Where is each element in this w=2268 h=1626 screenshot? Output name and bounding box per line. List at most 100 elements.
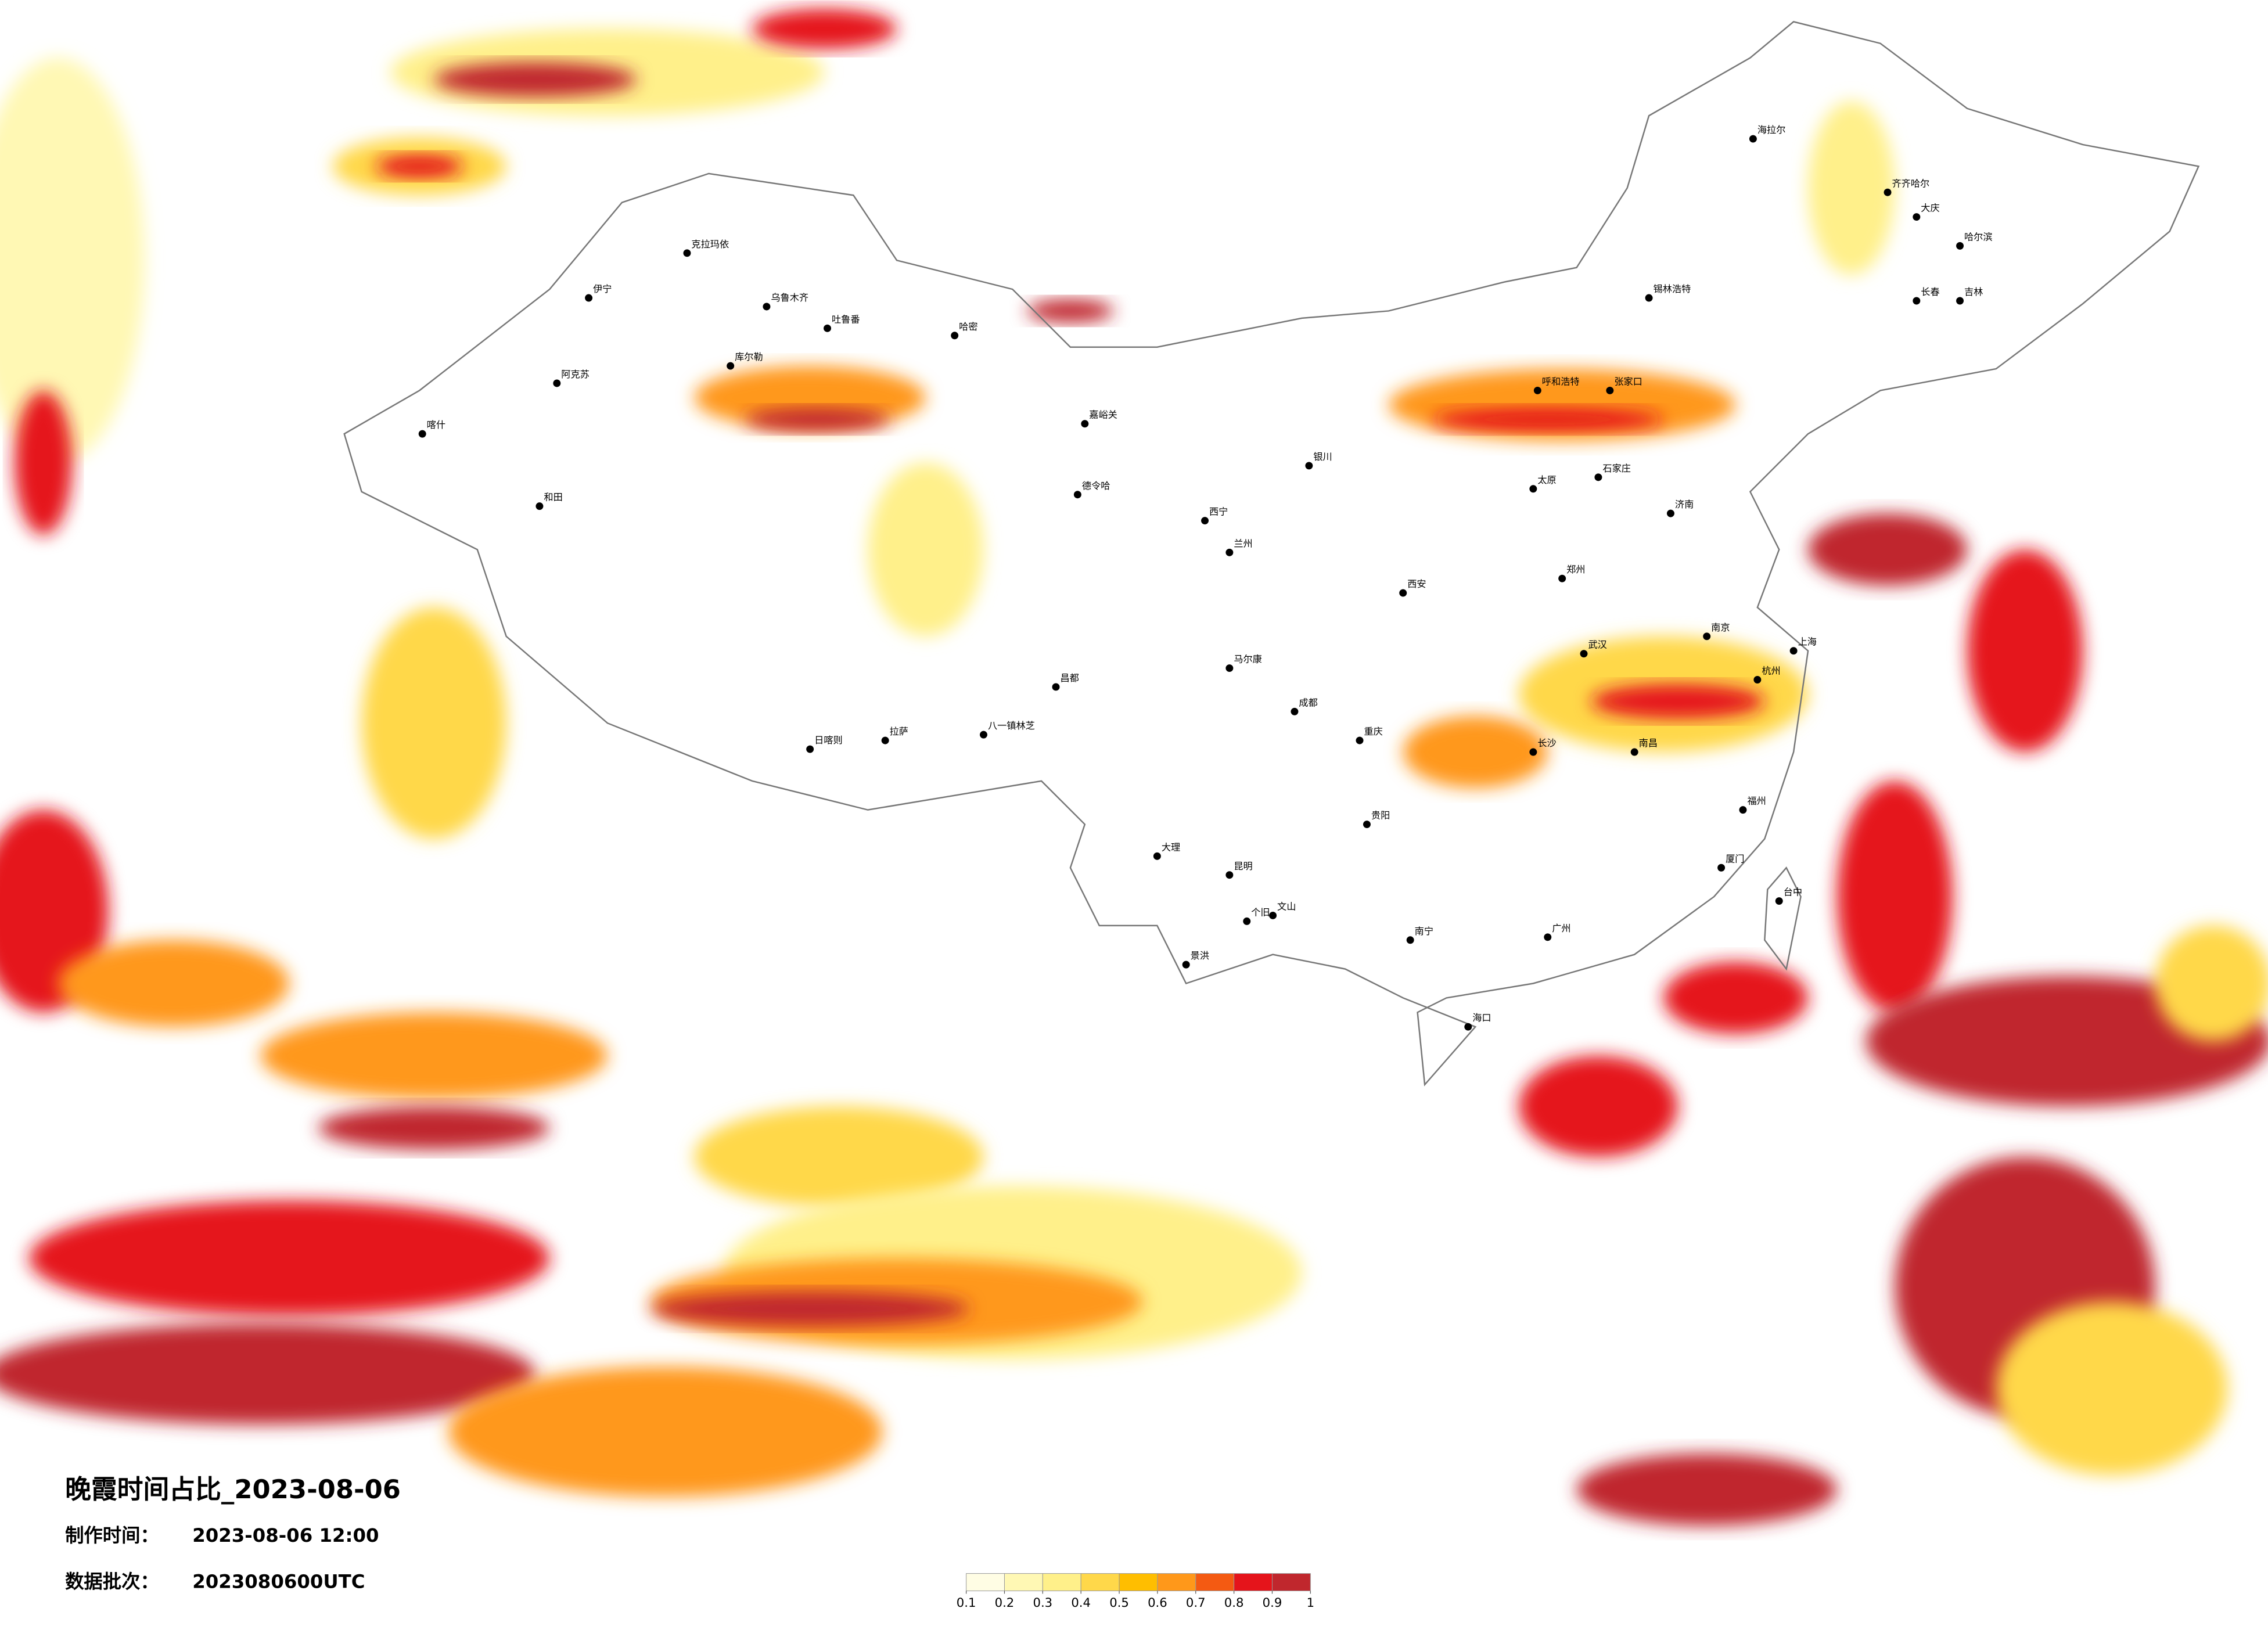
city-label: 海拉尔 — [1757, 124, 1786, 135]
city-label: 库尔勒 — [735, 351, 763, 362]
city-label: 大庆 — [1921, 203, 1939, 214]
city-dot — [1775, 897, 1783, 905]
city-dot — [683, 249, 691, 257]
city-dot — [881, 736, 889, 744]
city-label: 厦门 — [1726, 853, 1744, 864]
city-dot — [1291, 707, 1299, 715]
city-label: 日喀则 — [814, 735, 843, 746]
city-dot — [1052, 683, 1060, 691]
colorbar-cell — [1157, 1573, 1196, 1591]
city-label: 济南 — [1675, 499, 1694, 510]
info-label: 数据批次： — [65, 1570, 159, 1592]
colorbar-tick-label: 0.5 — [1109, 1595, 1129, 1610]
city-label: 八一镇林芝 — [988, 720, 1035, 731]
city-label: 福州 — [1747, 796, 1766, 807]
city-label: 海口 — [1472, 1012, 1491, 1023]
city-label: 吉林 — [1964, 286, 1983, 297]
city-dot — [727, 362, 735, 370]
colorbar-cell — [1119, 1573, 1158, 1591]
colorbar-tick-label: 1 — [1307, 1595, 1314, 1610]
colorbar-tick-label: 0.2 — [995, 1595, 1015, 1610]
city-label: 长沙 — [1537, 738, 1556, 749]
city-dot — [980, 731, 987, 739]
city-label: 成都 — [1299, 697, 1317, 708]
colorbar-tick-label: 0.6 — [1148, 1595, 1167, 1610]
city-label: 银川 — [1313, 451, 1332, 462]
city-label: 马尔康 — [1234, 654, 1262, 665]
info-value: 2023-08-06 12:00 — [192, 1524, 379, 1546]
city-label: 西安 — [1407, 578, 1426, 589]
city-label: 杭州 — [1762, 665, 1780, 677]
city-dot — [1073, 491, 1081, 499]
city-label: 喀什 — [427, 419, 445, 430]
city-dot — [1399, 589, 1407, 597]
city-dot — [1225, 871, 1234, 879]
city-dot — [1356, 736, 1364, 744]
city-dot — [1558, 574, 1566, 582]
city-label: 文山 — [1277, 901, 1296, 912]
city-dot — [1630, 748, 1638, 756]
city-dot — [1529, 485, 1537, 493]
city-dot — [1225, 664, 1234, 672]
city-label: 南昌 — [1639, 738, 1658, 749]
city-dot — [1153, 852, 1161, 860]
city-label: 景洪 — [1191, 950, 1209, 961]
city-label: 上海 — [1798, 636, 1817, 647]
city-label: 石家庄 — [1602, 463, 1631, 474]
city-dot — [1243, 917, 1251, 925]
city-dot — [418, 430, 426, 438]
city-label: 西宁 — [1209, 506, 1228, 517]
city-label: 呼和浩特 — [1542, 376, 1580, 387]
city-dot — [1645, 294, 1653, 302]
city-label: 张家口 — [1614, 376, 1642, 387]
city-dot — [1884, 188, 1892, 196]
colorbar-tick-label: 0.8 — [1224, 1595, 1244, 1610]
city-label: 重庆 — [1364, 726, 1382, 737]
colorbar-cell — [1271, 1573, 1311, 1591]
city-label: 长春 — [1921, 286, 1939, 297]
info-value: 2023080600UTC — [192, 1570, 365, 1592]
city-label: 锡林浩特 — [1654, 283, 1691, 294]
city-dot — [824, 324, 832, 332]
city-label: 哈密 — [959, 321, 977, 332]
city-dot — [1464, 1023, 1472, 1031]
cloud-field — [0, 8, 2268, 1526]
city-label: 嘉峪关 — [1089, 409, 1117, 420]
city-label: 德令哈 — [1082, 480, 1110, 491]
city-dot — [1081, 420, 1089, 428]
colorbar-tick-label: 0.7 — [1186, 1595, 1206, 1610]
city-label: 太原 — [1537, 474, 1556, 485]
city-dot — [1182, 961, 1190, 969]
city-dot — [535, 502, 544, 510]
city-label: 南宁 — [1415, 926, 1433, 937]
city-dot — [1305, 462, 1313, 470]
city-label: 吐鲁番 — [832, 314, 860, 325]
colorbar-tick-label: 0.9 — [1263, 1595, 1282, 1610]
city-dot — [1913, 297, 1921, 305]
city-label: 拉萨 — [890, 726, 908, 737]
city-dot — [1533, 386, 1541, 394]
city-label: 个旧 — [1251, 906, 1270, 918]
city-label: 阿克苏 — [561, 369, 590, 380]
city-dot — [1666, 509, 1674, 517]
city-dot — [1717, 864, 1726, 872]
city-label: 和田 — [544, 492, 562, 503]
city-dot — [1201, 517, 1209, 525]
city-dot — [1594, 473, 1602, 481]
colorbar-cell — [1080, 1573, 1120, 1591]
city-label: 克拉玛依 — [691, 239, 729, 250]
colorbar-tick-label: 0.4 — [1071, 1595, 1091, 1610]
city-dot — [1753, 676, 1762, 684]
city-dot — [1529, 748, 1537, 756]
info-label: 制作时间： — [65, 1524, 159, 1546]
city-dot — [1749, 135, 1757, 143]
colorbar-cell — [1004, 1573, 1043, 1591]
city-dot — [1363, 821, 1371, 829]
colorbar-cell — [1195, 1573, 1235, 1591]
city-label: 贵阳 — [1371, 810, 1390, 821]
city-dot — [553, 379, 561, 387]
taiwan-outline — [1764, 866, 1802, 971]
